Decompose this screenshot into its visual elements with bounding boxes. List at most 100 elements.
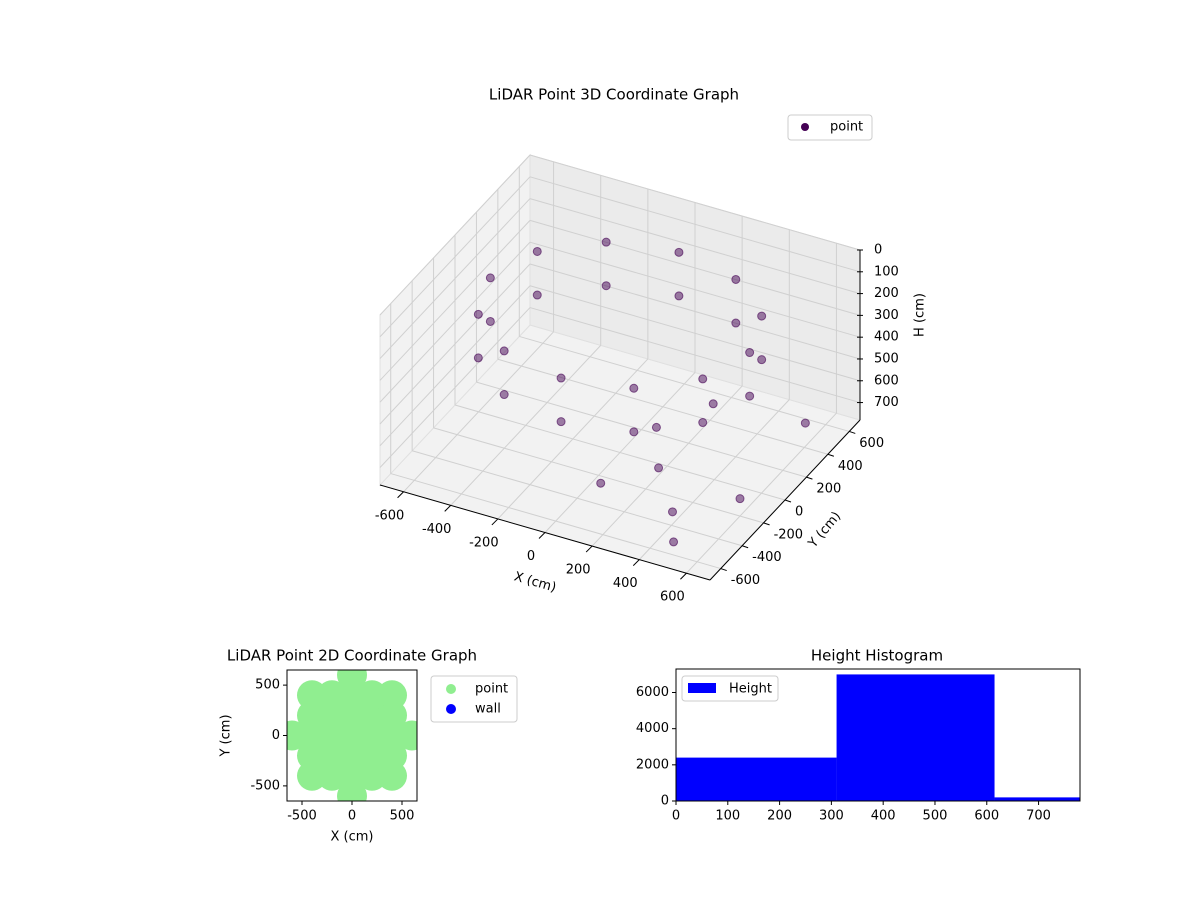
point [698, 374, 708, 384]
y-tick-label: 400 [838, 459, 863, 474]
x-tick-label: -500 [287, 809, 317, 824]
point [473, 353, 483, 363]
point [757, 311, 767, 321]
chart-title: Height Histogram [811, 647, 943, 665]
x-tick-label: 700 [1026, 809, 1051, 824]
legend-box [787, 114, 873, 141]
tick-mark [741, 545, 749, 549]
grid-line [529, 241, 861, 338]
x-tick-label: 600 [660, 590, 685, 605]
point [532, 290, 542, 300]
z-tick-label: 400 [874, 330, 899, 345]
tick-mark [680, 572, 687, 580]
x-tick-label: -400 [422, 522, 452, 537]
tick-mark [491, 518, 499, 526]
grid-line [390, 473, 721, 570]
x-tick-label: 400 [871, 809, 896, 824]
bar [994, 797, 1080, 801]
grid-line [529, 263, 861, 360]
point [485, 316, 495, 326]
legend-marker [446, 684, 456, 694]
point [337, 670, 367, 691]
x-tick-label: 0 [672, 809, 680, 824]
y-tick-label: -200 [774, 527, 804, 542]
grid-line [529, 176, 861, 273]
y-tick-label: 6000 [636, 685, 669, 700]
point [674, 247, 684, 257]
y-tick-label: 600 [859, 436, 884, 451]
z-tick-label: 600 [874, 373, 899, 388]
y-tick-label: -500 [250, 778, 280, 793]
legend-label: Height [729, 682, 772, 697]
y-tick-label: -400 [752, 550, 782, 565]
point [601, 237, 611, 247]
grid-line [454, 404, 786, 501]
point [556, 417, 566, 427]
z-tick-label: 300 [874, 308, 899, 323]
x-tick-label: 200 [566, 563, 591, 578]
grid-line [379, 263, 531, 425]
point [698, 418, 708, 428]
tick-mark [720, 568, 727, 572]
x-tick-label: 200 [767, 809, 792, 824]
x-tick-label: 600 [974, 809, 999, 824]
z-tick-label: 0 [874, 243, 882, 258]
point [735, 494, 745, 504]
point [654, 463, 664, 473]
x-tick-label: -600 [375, 508, 405, 523]
z-axis-label: H (cm) [913, 293, 928, 337]
point [499, 346, 509, 356]
grid-line [379, 307, 531, 468]
legend-label: wall [475, 702, 501, 717]
grid-line [379, 241, 531, 403]
x-tick-label: -200 [469, 535, 499, 550]
point [473, 309, 483, 319]
grid-line [519, 335, 850, 432]
x-tick-label: 0 [527, 549, 535, 564]
tick-mark [806, 476, 813, 480]
point [731, 318, 741, 328]
grid-line [379, 285, 531, 447]
grid-line [497, 358, 828, 455]
legend-label: point [475, 682, 508, 697]
chart-title: LiDAR Point 2D Coordinate Graph [227, 647, 477, 665]
grid-line [379, 198, 531, 359]
y-tick-label: 4000 [636, 721, 669, 736]
tick-mark [632, 559, 640, 566]
point [668, 507, 677, 517]
tick-mark [585, 545, 593, 553]
x-axis-label: X (cm) [331, 830, 374, 845]
point [485, 273, 495, 283]
tick-mark [827, 453, 835, 457]
x-axis-label: X (cm) [512, 569, 557, 595]
point [731, 274, 741, 284]
z-tick-label: 700 [874, 395, 899, 410]
grid-line [529, 219, 861, 316]
point [556, 373, 566, 383]
bar [676, 757, 837, 801]
point [596, 478, 606, 488]
point [745, 348, 755, 358]
axis-line [709, 419, 861, 581]
y-axis-label: Y (cm) [805, 509, 844, 552]
tick-mark [849, 430, 856, 434]
tick-mark [763, 522, 770, 526]
legend-marker [801, 123, 809, 131]
x-tick-label: 300 [819, 809, 844, 824]
x-tick-label: 100 [715, 809, 740, 824]
point [629, 427, 639, 437]
grid-line [529, 307, 861, 404]
grid-line [433, 427, 764, 524]
tick-mark [397, 491, 404, 499]
legend-label: point [830, 120, 863, 135]
grid-line [529, 154, 861, 251]
point [757, 355, 767, 365]
x-tick-label: 500 [390, 809, 415, 824]
bar [836, 674, 995, 801]
chart-title: LiDAR Point 3D Coordinate Graph [489, 86, 739, 104]
axis-line [379, 484, 711, 581]
grid-line [379, 176, 531, 338]
point [669, 537, 679, 547]
y-tick-label: 500 [255, 678, 280, 693]
